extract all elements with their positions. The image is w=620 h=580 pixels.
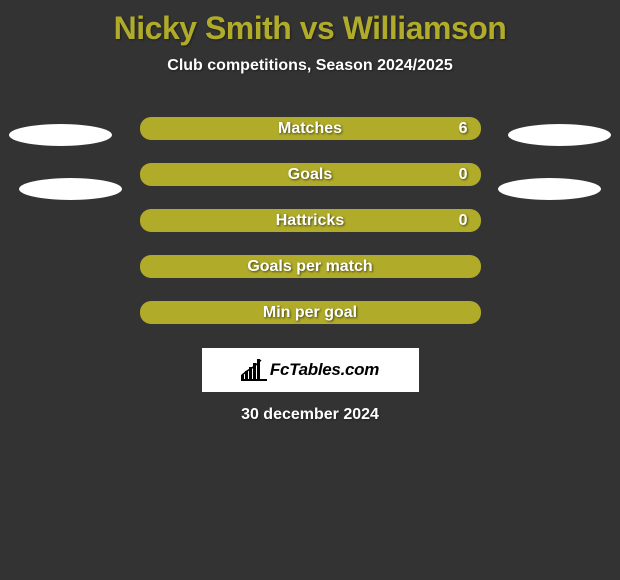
page-title: Nicky Smith vs Williamson [0,0,620,47]
player-left-marker-1 [9,124,112,146]
stat-row-min-per-goal: Min per goal [140,301,481,324]
source-logo: FcTables.com [202,348,419,392]
stat-row-hattricks: Hattricks 0 [140,209,481,232]
stat-label: Hattricks [276,212,344,230]
source-name: FcTables.com [270,360,379,380]
stat-label: Matches [278,120,342,138]
stat-row-matches: Matches 6 [140,117,481,140]
stat-label: Goals [288,166,332,184]
stat-label: Min per goal [263,304,357,322]
stat-value: 6 [459,120,468,138]
stat-label: Goals per match [247,258,372,276]
stat-row-goals-per-match: Goals per match [140,255,481,278]
stat-value: 0 [459,212,468,230]
stat-row-goals: Goals 0 [140,163,481,186]
chart-bars-icon [241,359,267,381]
player-left-marker-2 [19,178,122,200]
stats-list: Matches 6 Goals 0 Hattricks 0 Goals per … [0,117,620,324]
date-label: 30 december 2024 [0,406,620,424]
stat-value: 0 [459,166,468,184]
comparison-card: Nicky Smith vs Williamson Club competiti… [0,0,620,580]
player-right-marker-2 [498,178,601,200]
subtitle: Club competitions, Season 2024/2025 [0,57,620,75]
player-right-marker-1 [508,124,611,146]
